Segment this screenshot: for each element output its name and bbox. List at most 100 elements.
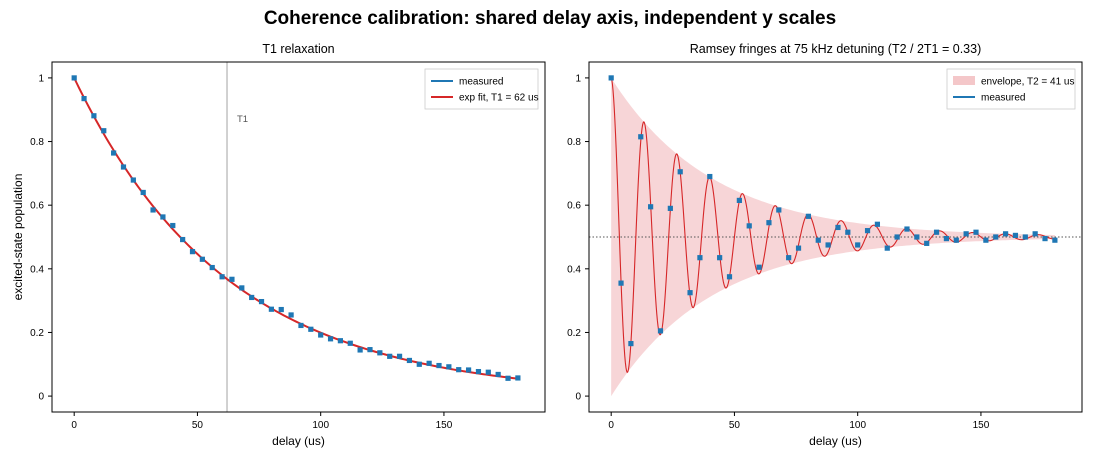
data-point xyxy=(377,350,383,356)
data-point xyxy=(953,237,959,243)
legend-label: measured xyxy=(981,93,1025,104)
legend-box xyxy=(424,68,539,110)
data-point xyxy=(677,169,683,175)
data-point xyxy=(1002,231,1009,237)
y-tick-label: 0.2 xyxy=(567,328,581,339)
axes-frame xyxy=(51,61,546,413)
axes-frame xyxy=(588,61,1083,413)
data-point xyxy=(387,353,393,359)
legend-box xyxy=(946,68,1076,110)
data-point xyxy=(101,128,107,134)
x-tick-label: 150 xyxy=(973,420,990,431)
legend-swatch-patch xyxy=(953,76,975,85)
data-point xyxy=(736,197,742,204)
legend: measured exp fit, T1 = 62 us xyxy=(424,68,539,110)
data-point xyxy=(766,220,772,226)
x-tick-label: 100 xyxy=(312,420,329,431)
data-point xyxy=(924,240,930,246)
x-tick-label: 150 xyxy=(436,420,453,431)
legend: envelope, T2 = 41 us measured xyxy=(946,68,1076,110)
data-point xyxy=(657,328,664,334)
data-point xyxy=(855,242,861,248)
data-point xyxy=(717,255,723,261)
data-point xyxy=(1012,232,1019,239)
data-point xyxy=(150,207,156,213)
data-point xyxy=(505,375,511,381)
data-point xyxy=(973,229,979,235)
data-point xyxy=(465,367,472,373)
data-point xyxy=(239,285,245,291)
data-point xyxy=(618,280,624,286)
data-point xyxy=(475,368,482,375)
data-point xyxy=(1032,231,1038,237)
data-point xyxy=(140,189,146,196)
figure-title: Coherence calibration: shared delay axis… xyxy=(264,8,836,29)
y-axis-label: excited-state population xyxy=(11,174,25,301)
panel-title: T1 relaxation xyxy=(262,42,334,56)
data-point xyxy=(446,364,452,370)
y-tick-label: 0 xyxy=(575,392,581,403)
x-tick-label: 100 xyxy=(849,420,866,431)
x-axis-label: delay (us) xyxy=(809,434,862,448)
y-tick-label: 0.8 xyxy=(567,137,581,148)
panel-1: T1 0 50 100 150 0 0.2 0.4 0.6 0.8 1 T1 relaxation de… xyxy=(11,42,546,448)
fit-curve xyxy=(610,77,1055,374)
data-point xyxy=(209,264,215,271)
x-axis-label: delay (us) xyxy=(272,434,325,448)
plot-area xyxy=(589,75,1082,397)
data-point xyxy=(120,164,127,170)
data-point xyxy=(845,229,851,235)
data-point xyxy=(258,298,265,305)
data-point xyxy=(111,150,117,156)
data-point xyxy=(308,326,314,332)
x-tick-label: 50 xyxy=(192,420,204,431)
data-point xyxy=(638,134,644,140)
data-point xyxy=(756,264,762,270)
data-point xyxy=(1022,234,1028,240)
data-point xyxy=(874,221,881,227)
data-point xyxy=(396,353,403,359)
data-point xyxy=(180,236,186,243)
data-point xyxy=(697,255,703,261)
data-point xyxy=(628,340,634,347)
data-point xyxy=(416,361,422,367)
data-point xyxy=(436,362,442,369)
data-point xyxy=(726,274,733,280)
data-point xyxy=(884,245,890,251)
data-point xyxy=(288,312,294,318)
data-point xyxy=(983,237,989,243)
data-point xyxy=(318,332,324,338)
data-point xyxy=(1052,237,1058,243)
data-point xyxy=(933,229,940,235)
data-point xyxy=(963,231,969,237)
data-point xyxy=(795,245,802,251)
data-point xyxy=(648,204,654,210)
data-point xyxy=(776,207,782,213)
data-point xyxy=(608,75,614,81)
x-tick-label: 0 xyxy=(71,420,77,431)
x-tick-label: 50 xyxy=(729,420,741,431)
data-point xyxy=(219,274,225,280)
data-point xyxy=(515,375,521,381)
y-tick-label: 0.8 xyxy=(30,137,44,148)
data-point xyxy=(667,205,673,211)
data-point xyxy=(347,340,353,346)
panel-2: 0 50 100 150 0 0.2 0.4 0.6 0.8 1 Ramsey fringes at… xyxy=(567,42,1083,448)
data-point xyxy=(406,357,413,364)
data-point xyxy=(81,95,87,102)
fit-curve xyxy=(73,77,518,380)
data-point xyxy=(426,360,432,366)
data-point xyxy=(825,242,831,248)
data-point xyxy=(943,235,950,242)
data-point xyxy=(993,234,999,240)
data-point xyxy=(278,306,284,313)
plot-area xyxy=(71,62,521,412)
data-point xyxy=(495,371,501,378)
data-point xyxy=(805,213,811,219)
data-point xyxy=(199,256,205,262)
data-point xyxy=(485,369,491,375)
data-point xyxy=(268,306,274,312)
data-point xyxy=(864,228,871,234)
data-point xyxy=(298,322,304,329)
